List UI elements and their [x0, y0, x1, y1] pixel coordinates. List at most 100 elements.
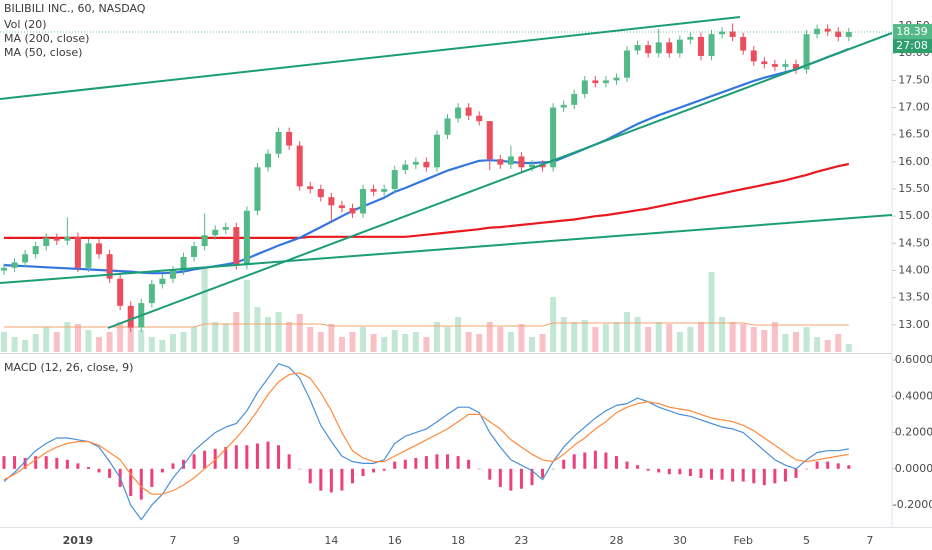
- x-tick-label: 5: [803, 534, 810, 547]
- volume-bar: [127, 327, 134, 352]
- histogram-bar: [477, 468, 481, 470]
- histogram-bar: [34, 456, 38, 469]
- candle-body: [581, 80, 588, 94]
- macd-line: [3, 363, 849, 521]
- histogram-bar: [741, 468, 745, 482]
- x-tick-label: 9: [233, 534, 240, 547]
- histogram-bar: [551, 468, 555, 470]
- volume-bar: [433, 322, 440, 352]
- volume-bar: [602, 324, 609, 352]
- histogram-bar: [815, 461, 819, 469]
- histogram-bar: [783, 468, 787, 482]
- x-tick-label: 2019: [63, 534, 94, 547]
- histogram-bar: [836, 463, 840, 469]
- volume-bar: [11, 337, 18, 352]
- moving-average-line: [4, 162, 850, 239]
- histogram-bar: [255, 443, 259, 469]
- candle-body: [1, 267, 7, 271]
- histogram-bar: [139, 468, 143, 500]
- plot-area: [0, 23, 892, 521]
- y-tick-label: 0.6000: [895, 353, 932, 366]
- x-tick-label: 18: [451, 534, 465, 547]
- histogram-bar: [625, 461, 629, 469]
- x-tick-label: 7: [169, 534, 176, 547]
- histogram-bar: [678, 468, 682, 475]
- volume-bar: [180, 332, 187, 352]
- volume-bar: [53, 332, 60, 352]
- x-tick-label: 30: [673, 534, 687, 547]
- candle-body: [32, 246, 39, 255]
- candle-body: [296, 145, 303, 187]
- candle-body: [391, 170, 398, 190]
- histogram-bar: [488, 468, 492, 480]
- volume-bar: [381, 337, 388, 352]
- candle-body: [539, 164, 546, 168]
- histogram-bar: [13, 456, 17, 469]
- chart-title: BILIBILI INC., 60, NASDAQ: [4, 2, 146, 15]
- candle-body: [106, 254, 113, 279]
- time-axis: [0, 528, 932, 550]
- volume-bar: [486, 322, 493, 352]
- volume-bar: [317, 332, 324, 352]
- volume-bar: [507, 332, 514, 352]
- volume-bar: [138, 330, 145, 352]
- volume-bar: [296, 314, 303, 352]
- candle-body: [687, 36, 694, 40]
- volume-bar: [539, 334, 546, 352]
- histogram-bar: [23, 457, 27, 469]
- candle-body: [43, 237, 50, 247]
- candle-body: [159, 278, 166, 285]
- y-tick-label: 16.00: [898, 155, 930, 168]
- volume-bar: [676, 332, 683, 352]
- histogram-bar: [2, 456, 6, 469]
- histogram-bar: [44, 456, 48, 469]
- volume-bar: [201, 267, 208, 352]
- histogram-bar: [826, 461, 830, 469]
- candle-body: [360, 189, 367, 214]
- histogram-bar: [794, 468, 798, 478]
- candle-body: [85, 243, 92, 268]
- candle-body: [550, 107, 557, 168]
- histogram-bar: [150, 468, 154, 487]
- candle-body: [771, 64, 778, 67]
- y-tick-label: 13.00: [898, 318, 930, 331]
- histogram-bar: [203, 450, 207, 469]
- volume-bar: [697, 322, 704, 352]
- histogram-bar: [731, 468, 735, 482]
- candle-body: [529, 164, 535, 168]
- volume-bar: [845, 344, 852, 352]
- candle-body: [666, 42, 673, 54]
- histogram-bar: [108, 468, 112, 478]
- volume-bar: [571, 322, 578, 352]
- last-price-box: [893, 24, 932, 40]
- volume-bar: [338, 337, 345, 352]
- candle-body: [824, 28, 831, 32]
- histogram-bar: [287, 454, 291, 469]
- legend-entry: MA (200, close): [4, 32, 89, 45]
- volume-bar: [32, 334, 39, 352]
- histogram-bar: [752, 468, 756, 484]
- trend-line: [0, 16, 741, 100]
- x-tick-label: 23: [514, 534, 528, 547]
- histogram-bar: [213, 448, 217, 469]
- volume-bar: [412, 332, 419, 352]
- histogram-bar: [160, 468, 164, 473]
- volume-bar: [793, 332, 799, 352]
- candle-body: [423, 161, 430, 168]
- histogram-bar: [509, 468, 513, 491]
- candle-body: [729, 31, 736, 37]
- volume-bar: [708, 272, 715, 352]
- candle-body: [180, 256, 187, 271]
- candle-body: [740, 36, 747, 51]
- volume-bar: [1, 332, 7, 352]
- y-tick-label: 14.50: [898, 236, 930, 249]
- volume-bar: [666, 324, 673, 352]
- volume-bar: [254, 307, 261, 352]
- histogram-bar: [562, 459, 566, 469]
- legend: BILIBILI INC., 60, NASDAQ Vol (20) MA (2…: [4, 2, 146, 374]
- candle-body: [803, 34, 810, 70]
- volume-bar: [465, 332, 472, 352]
- candle-body: [243, 210, 250, 266]
- volume-bar: [592, 327, 599, 352]
